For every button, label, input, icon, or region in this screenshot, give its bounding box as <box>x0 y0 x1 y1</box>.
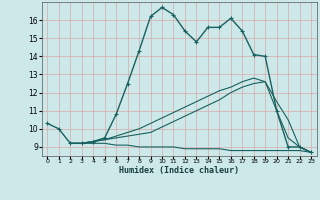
X-axis label: Humidex (Indice chaleur): Humidex (Indice chaleur) <box>119 166 239 175</box>
